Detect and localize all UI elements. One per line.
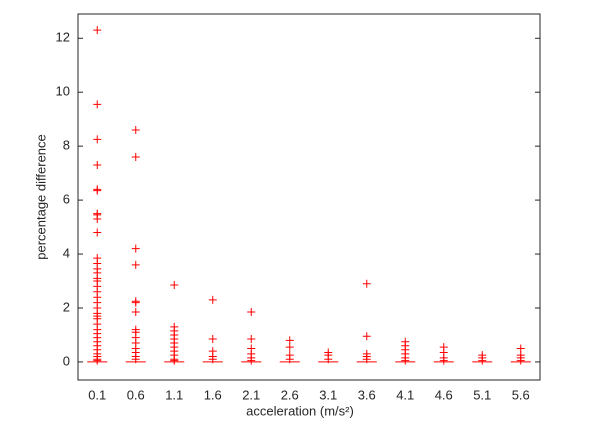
outlier	[93, 356, 102, 365]
x-tick-label: 2.1	[242, 387, 260, 402]
outlier	[247, 356, 256, 365]
x-tick-label: 4.1	[396, 387, 414, 402]
outlier	[208, 335, 217, 344]
y-tick-label: 6	[63, 192, 70, 207]
x-tick-label: 3.6	[358, 387, 376, 402]
outlier	[93, 100, 102, 109]
axes-box	[77, 13, 541, 381]
outlier	[131, 298, 140, 307]
outlier	[247, 335, 256, 344]
outlier	[362, 279, 371, 288]
x-tick-label: 3.1	[319, 387, 337, 402]
outlier	[131, 125, 140, 134]
outlier	[208, 295, 217, 304]
outlier	[478, 356, 487, 365]
outlier	[93, 161, 102, 170]
x-tick-label: 5.1	[473, 387, 491, 402]
outlier	[93, 26, 102, 35]
outlier	[247, 308, 256, 317]
outlier	[131, 308, 140, 317]
outlier	[362, 332, 371, 341]
y-axis-label: percentage difference	[33, 134, 48, 260]
outlier	[170, 356, 179, 365]
x-tick-label: 2.6	[281, 387, 299, 402]
outlier	[285, 343, 294, 352]
outlier	[516, 344, 525, 353]
x-tick-label: 4.6	[435, 387, 453, 402]
outlier	[93, 214, 102, 223]
outlier	[170, 281, 179, 290]
outlier	[131, 152, 140, 161]
y-tick-label: 2	[63, 299, 70, 314]
x-tick-label: 0.6	[127, 387, 145, 402]
outlier	[324, 355, 333, 364]
outlier	[131, 355, 140, 364]
y-tick-label: 4	[63, 245, 70, 260]
outlier	[131, 260, 140, 269]
y-tick-label: 10	[56, 84, 70, 99]
x-tick-label: 1.1	[165, 387, 183, 402]
outlier	[93, 186, 102, 195]
outlier	[93, 135, 102, 144]
outlier	[401, 356, 410, 365]
outlier	[285, 355, 294, 364]
outlier	[208, 355, 217, 364]
y-tick-label: 0	[63, 353, 70, 368]
outlier	[93, 228, 102, 237]
outlier	[131, 244, 140, 253]
x-tick-label: 5.6	[512, 387, 530, 402]
outlier	[439, 356, 448, 365]
x-tick-label: 1.6	[204, 387, 222, 402]
outlier	[285, 336, 294, 345]
outlier	[362, 355, 371, 364]
x-tick-label: 0.1	[88, 387, 106, 402]
y-tick-label: 8	[63, 138, 70, 153]
y-tick-label: 12	[56, 30, 70, 45]
outlier	[516, 356, 525, 365]
x-axis-label: acceleration (m/s²)	[246, 403, 354, 418]
